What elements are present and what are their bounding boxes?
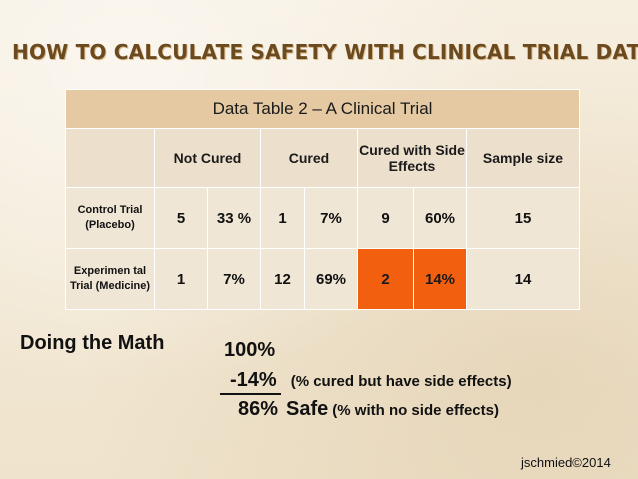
- cell-cured-percent: 7%: [304, 187, 358, 249]
- math-safe-label: Safe: [286, 398, 329, 420]
- cell-side-effects-percent-highlighted: 14%: [413, 248, 467, 310]
- math-line-total: 100%: [224, 339, 275, 362]
- table-row: Experimen tal Trial (Medicine) 1 7% 12 6…: [65, 248, 580, 310]
- slide-title: HOW TO CALCULATE SAFETY WITH CLINICAL TR…: [12, 40, 638, 64]
- math-label: Doing the Math: [20, 332, 165, 354]
- cell-side-effects-count-highlighted: 2: [357, 248, 414, 310]
- cell-not-cured-count: 1: [154, 248, 208, 310]
- math-subtract-note: (% cured but have side effects): [290, 373, 512, 390]
- table-caption: Data Table 2 – A Clinical Trial: [65, 89, 580, 129]
- table-row: Control Trial (Placebo) 5 33 % 1 7% 9 60…: [65, 187, 580, 249]
- cell-cured-count: 1: [260, 187, 305, 249]
- math-line-result: 86% Safe (% with no side effects): [238, 398, 499, 421]
- math-result-value: 86%: [238, 398, 279, 420]
- cell-not-cured-count: 5: [154, 187, 208, 249]
- header-empty-cell: [65, 128, 155, 188]
- cell-sample-size: 15: [466, 187, 580, 249]
- cell-not-cured-percent: 7%: [207, 248, 261, 310]
- header-sample-size: Sample size: [466, 128, 580, 188]
- cell-cured-percent: 69%: [304, 248, 358, 310]
- clinical-trial-table: Data Table 2 – A Clinical Trial Not Cure…: [65, 89, 580, 310]
- header-not-cured: Not Cured: [154, 128, 261, 188]
- cell-sample-size: 14: [466, 248, 580, 310]
- cell-side-effects-percent: 60%: [413, 187, 467, 249]
- math-total-value: 100%: [224, 339, 276, 361]
- math-subtract-value: -14%: [220, 369, 281, 395]
- copyright-credit: jschmied©2014: [521, 455, 611, 470]
- math-line-subtract: -14% (% cured but have side effects): [220, 369, 512, 395]
- header-cured: Cured: [260, 128, 358, 188]
- cell-cured-count: 12: [260, 248, 305, 310]
- row-label-control: Control Trial (Placebo): [65, 187, 155, 249]
- cell-not-cured-percent: 33 %: [207, 187, 261, 249]
- row-label-experimental: Experimen tal Trial (Medicine): [65, 248, 155, 310]
- header-cured-side-effects: Cured with Side Effects: [357, 128, 467, 188]
- cell-side-effects-count: 9: [357, 187, 414, 249]
- math-result-note: (% with no side effects): [332, 402, 499, 419]
